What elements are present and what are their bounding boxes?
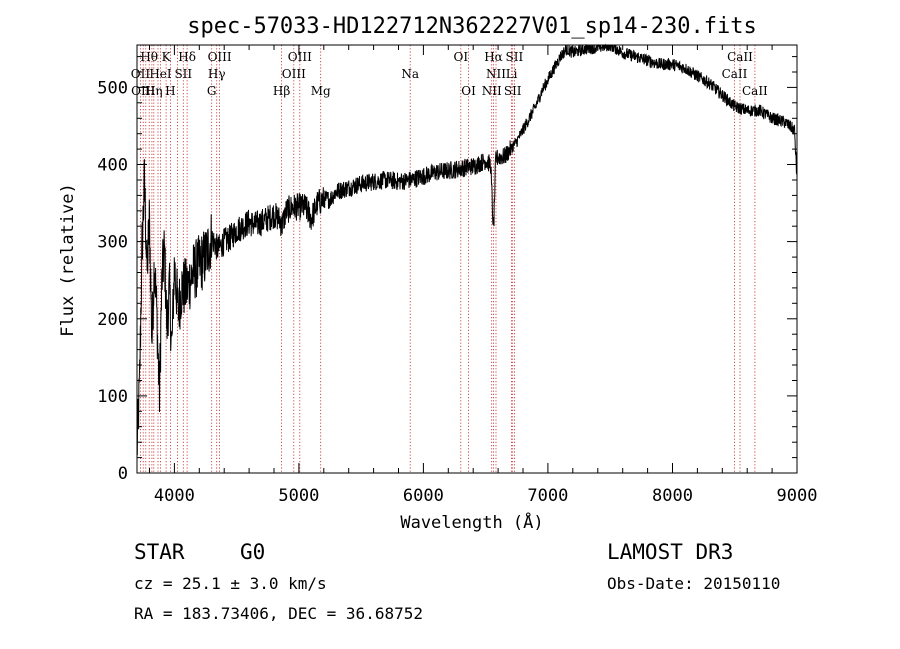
sky-coordinates: RA = 183.73406, DEC = 36.68752 bbox=[134, 604, 423, 623]
line-label-19: Hη bbox=[145, 84, 163, 98]
line-label-8: CaII bbox=[727, 50, 753, 64]
object-class: STAR bbox=[134, 540, 185, 564]
flux-series-layer bbox=[136, 43, 798, 456]
spectral-line-markers bbox=[139, 45, 756, 473]
x-tick-label-4000: 4000 bbox=[154, 486, 195, 506]
y-tick-label-500: 500 bbox=[97, 78, 128, 98]
x-tick-label-5000: 5000 bbox=[278, 486, 319, 506]
chart-title: spec-57033-HD122712N362227V01_sp14-230.f… bbox=[187, 14, 757, 39]
line-label-1: K bbox=[162, 50, 172, 64]
line-label-10: HeI bbox=[149, 67, 172, 81]
line-label-0: Hθ bbox=[140, 50, 158, 64]
x-tick-label-8000: 8000 bbox=[652, 486, 693, 506]
line-label-24: OI bbox=[461, 84, 476, 98]
redshift-readout: cz = 25.1 ± 3.0 km/s bbox=[134, 574, 327, 593]
line-label-15: NII bbox=[486, 67, 506, 81]
line-label-5: OI bbox=[454, 50, 469, 64]
line-label-23: Mg bbox=[311, 84, 331, 98]
line-label-7: SII bbox=[506, 50, 524, 64]
line-label-16: Li bbox=[506, 67, 518, 81]
line-label-14: Na bbox=[401, 67, 419, 81]
observation-date: Obs-Date: 20150110 bbox=[607, 574, 781, 593]
line-label-26: SII bbox=[504, 84, 522, 98]
line-label-25: NII bbox=[482, 84, 502, 98]
y-tick-label-400: 400 bbox=[97, 156, 128, 176]
line-label-11: SII bbox=[174, 67, 192, 81]
line-label-27: CaII bbox=[742, 84, 768, 98]
line-label-6: Hα bbox=[484, 50, 503, 64]
line-label-13: OIII bbox=[282, 67, 306, 81]
line-label-21: G bbox=[207, 84, 217, 98]
flux-series-line bbox=[136, 43, 798, 456]
x-tick-label-6000: 6000 bbox=[403, 486, 444, 506]
line-label-20: H bbox=[165, 84, 175, 98]
survey-name: LAMOST DR3 bbox=[607, 540, 734, 564]
line-label-3: OIII bbox=[208, 50, 232, 64]
x-tick-label-7000: 7000 bbox=[527, 486, 568, 506]
x-axis-label: Wavelength (Å) bbox=[400, 511, 543, 533]
y-tick-label-100: 100 bbox=[97, 387, 128, 407]
spectral-subclass: G0 bbox=[240, 540, 266, 564]
y-axis-label: Flux (relative) bbox=[58, 183, 78, 337]
line-label-17: CaII bbox=[722, 67, 748, 81]
line-label-12: Hγ bbox=[208, 67, 226, 81]
line-label-9: OII bbox=[131, 67, 151, 81]
plot-frame bbox=[136, 44, 798, 474]
line-label-22: Hβ bbox=[273, 84, 290, 98]
line-label-2: Hδ bbox=[178, 50, 196, 64]
x-tick-label-9000: 9000 bbox=[777, 486, 818, 506]
y-axis: 0 100 200 300 400 500 bbox=[97, 56, 797, 484]
y-tick-label-0: 0 bbox=[118, 464, 128, 484]
y-tick-label-200: 200 bbox=[97, 310, 128, 330]
y-tick-label-300: 300 bbox=[97, 233, 128, 253]
line-label-4: OIII bbox=[288, 50, 312, 64]
x-axis: 4000 5000 6000 7000 8000 9000 bbox=[149, 45, 818, 506]
